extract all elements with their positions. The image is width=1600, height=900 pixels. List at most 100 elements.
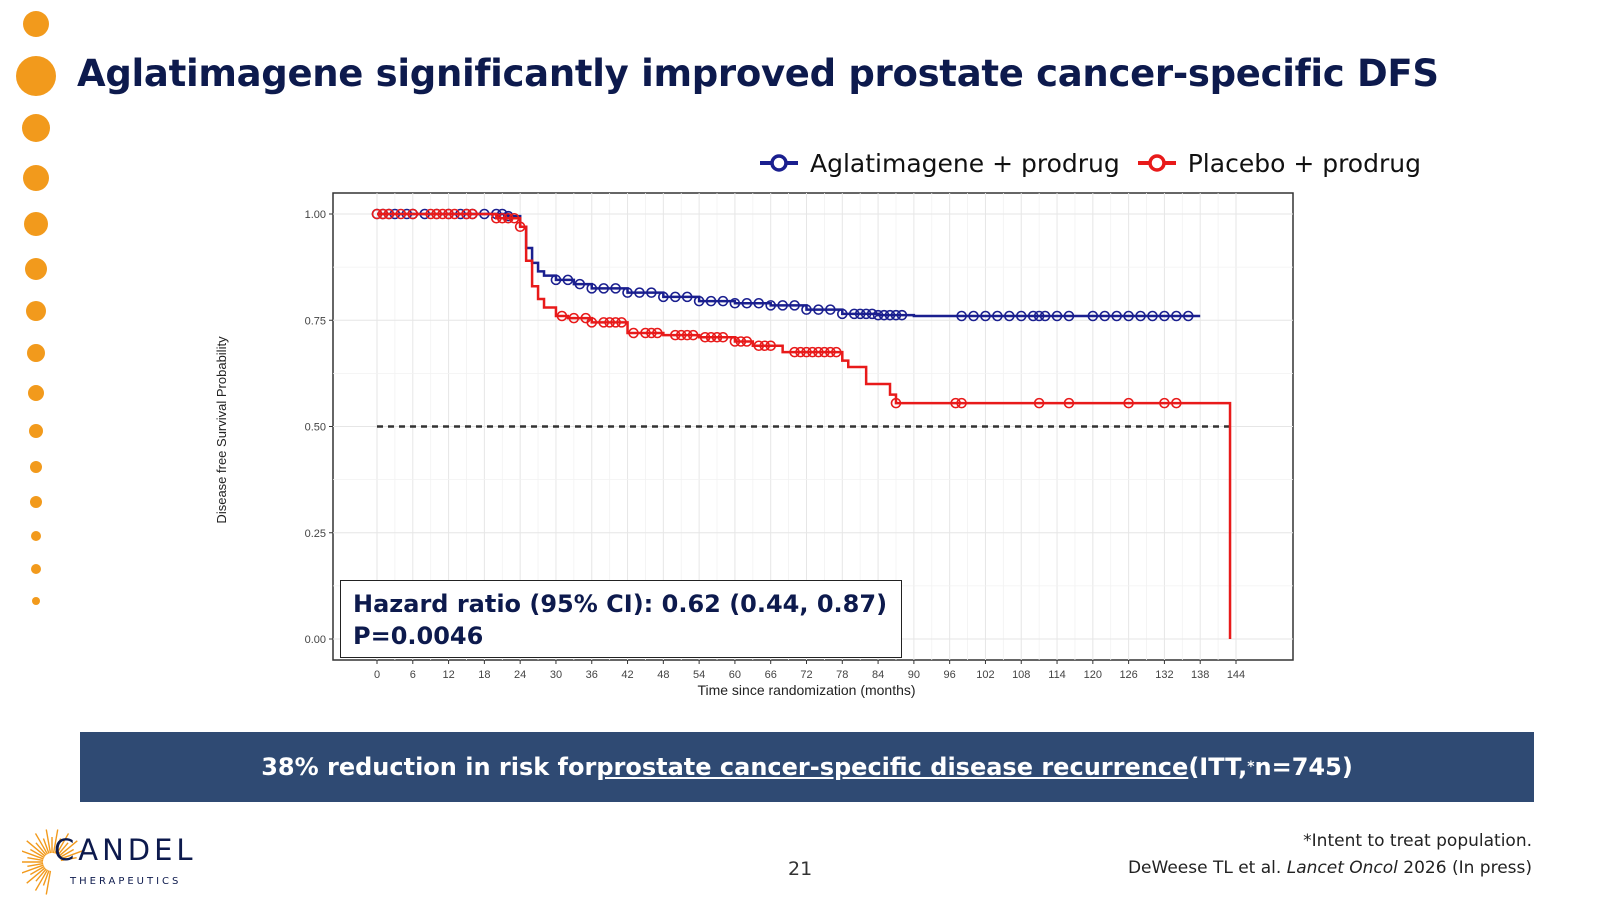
x-tick-label: 72 bbox=[800, 669, 812, 681]
censor-mark bbox=[377, 208, 389, 220]
censor-mark bbox=[669, 329, 681, 341]
x-axis-title: Time since randomization (months) bbox=[697, 682, 915, 698]
sunburst-ray bbox=[57, 842, 69, 856]
censor-mark bbox=[795, 346, 806, 358]
censor-mark bbox=[508, 212, 520, 224]
censor-mark bbox=[705, 295, 717, 307]
sunburst-ray bbox=[29, 865, 45, 876]
x-tick-label: 48 bbox=[657, 669, 669, 681]
footnote-itt: *Intent to treat population. bbox=[1303, 831, 1532, 851]
y-tick-label: 1.00 bbox=[305, 209, 326, 221]
censor-mark bbox=[669, 291, 681, 303]
censor-mark bbox=[1159, 397, 1170, 409]
censor-mark bbox=[640, 327, 651, 339]
censor-mark bbox=[1033, 310, 1045, 322]
sunburst-ray bbox=[34, 869, 49, 891]
censor-mark bbox=[729, 297, 741, 309]
sunburst-ray bbox=[27, 856, 44, 862]
logo-name: CANDEL bbox=[54, 833, 197, 867]
x-tick-label: 54 bbox=[693, 669, 705, 681]
sunburst-ray bbox=[26, 867, 46, 884]
x-tick-label: 18 bbox=[478, 669, 490, 681]
censor-mark bbox=[765, 300, 777, 311]
censor-mark bbox=[1111, 310, 1122, 322]
censor-mark bbox=[646, 327, 657, 339]
censor-mark bbox=[646, 287, 657, 298]
censor-mark bbox=[836, 308, 848, 320]
x-tick-label: 12 bbox=[442, 669, 454, 681]
censor-mark bbox=[878, 309, 890, 321]
x-tick-label: 120 bbox=[1084, 669, 1102, 681]
censor-mark bbox=[502, 212, 514, 224]
legend-marker-red-icon bbox=[1137, 154, 1176, 172]
censor-mark bbox=[1099, 310, 1111, 322]
censor-mark bbox=[586, 317, 598, 328]
censor-mark bbox=[652, 327, 663, 339]
censor-mark bbox=[980, 310, 991, 322]
decorative-dots bbox=[16, 11, 56, 605]
censor-mark bbox=[825, 346, 836, 358]
banner-text-pre: 38% reduction in risk for bbox=[261, 753, 597, 781]
sunburst-ray bbox=[35, 842, 47, 856]
x-tick-label: 78 bbox=[836, 669, 848, 681]
chart-legend: Aglatimagene + prodrug Placebo + prodrug bbox=[760, 147, 1439, 179]
sunburst-ray bbox=[22, 864, 44, 874]
sunburst-ray bbox=[45, 870, 52, 895]
censor-mark bbox=[491, 212, 502, 224]
censor-mark bbox=[1015, 310, 1027, 322]
logo-subtitle: THERAPEUTICS bbox=[70, 876, 182, 887]
x-tick-label: 0 bbox=[374, 669, 380, 681]
legend-item-placebo: Placebo + prodrug bbox=[1137, 148, 1421, 178]
censor-mark bbox=[616, 317, 627, 328]
legend-item-aglatimagene: Aglatimagene + prodrug bbox=[760, 149, 1120, 178]
x-tick-label: 36 bbox=[586, 669, 598, 681]
sunburst-ray bbox=[35, 868, 47, 882]
candel-logo: CANDEL THERAPEUTICS bbox=[22, 826, 197, 896]
censor-mark bbox=[598, 317, 609, 328]
censor-mark bbox=[896, 309, 908, 321]
censor-mark bbox=[1171, 397, 1182, 409]
censor-mark bbox=[956, 310, 967, 322]
censor-mark bbox=[467, 208, 478, 220]
banner-text-post-a: (ITT, bbox=[1188, 753, 1248, 781]
censor-mark bbox=[562, 274, 574, 286]
sunburst-ray bbox=[29, 848, 45, 859]
censor-mark bbox=[866, 308, 878, 320]
censor-mark bbox=[741, 336, 753, 347]
legend-marker-blue-icon bbox=[760, 154, 798, 172]
page-title: Aglatimagene significantly improved pros… bbox=[77, 52, 1439, 95]
x-tick-label: 114 bbox=[1048, 669, 1066, 681]
censor-mark bbox=[711, 331, 723, 343]
sunburst-ray bbox=[60, 856, 77, 862]
sunburst-icon bbox=[22, 829, 84, 895]
x-tick-label: 84 bbox=[872, 669, 884, 681]
censor-mark bbox=[753, 340, 765, 352]
censor-mark bbox=[610, 283, 621, 294]
censor-mark bbox=[604, 317, 615, 328]
censor-mark bbox=[831, 346, 842, 358]
sunburst-ray bbox=[42, 870, 50, 886]
censor-mark bbox=[735, 336, 747, 347]
censor-mark bbox=[383, 208, 395, 220]
censor-mark bbox=[765, 340, 777, 352]
x-tick-label: 144 bbox=[1227, 669, 1245, 681]
footnote: *Intent to treat population. DeWeese TL … bbox=[1128, 828, 1532, 882]
x-tick-label: 6 bbox=[410, 669, 416, 681]
censor-mark bbox=[801, 304, 812, 315]
censor-mark bbox=[854, 308, 866, 320]
censor-mark bbox=[1159, 310, 1170, 322]
censor-mark bbox=[610, 317, 621, 328]
y-tick-label: 0.00 bbox=[305, 634, 326, 646]
sunburst-ray bbox=[52, 829, 59, 854]
censor-mark bbox=[872, 309, 884, 321]
x-tick-label: 102 bbox=[976, 669, 994, 681]
x-tick-label: 138 bbox=[1191, 669, 1209, 681]
censor-mark bbox=[753, 297, 765, 309]
censor-mark bbox=[717, 295, 729, 307]
legend-label-placebo: Placebo + prodrug bbox=[1187, 148, 1421, 178]
x-tick-label: 42 bbox=[621, 669, 633, 681]
x-tick-label: 132 bbox=[1155, 669, 1173, 681]
censor-mark bbox=[890, 309, 902, 321]
censor-mark bbox=[496, 212, 508, 224]
y-axis-title: Disease free Survival Probability bbox=[214, 336, 229, 524]
